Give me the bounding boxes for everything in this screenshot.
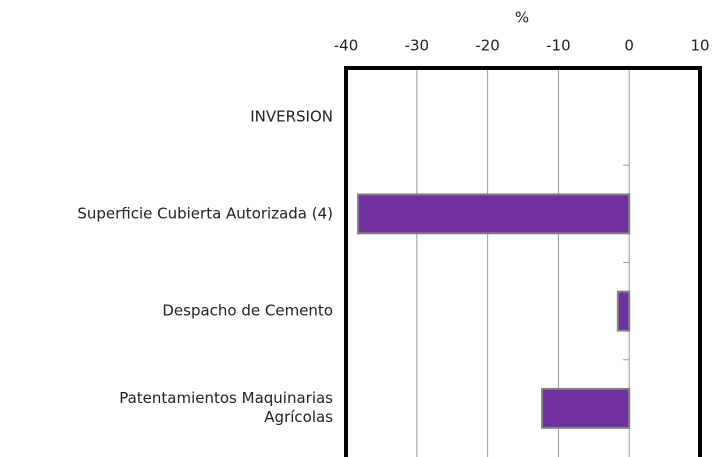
bar — [541, 387, 631, 429]
x-tick-label: 10 — [690, 37, 709, 55]
y-tick-label: Despacho de Cemento — [162, 301, 333, 320]
y-tick-label: Superficie Cubierta Autorizada (4) — [77, 204, 333, 223]
plot-frame — [344, 66, 702, 457]
x-tick-label: -30 — [405, 37, 430, 55]
bar — [616, 290, 631, 332]
x-tick-label: -40 — [334, 37, 359, 55]
y-tick-label: Patentamientos Maquinarias Agrícolas — [119, 389, 333, 427]
x-tick-label: -20 — [475, 37, 500, 55]
bar — [357, 193, 631, 235]
x-tick-label: 0 — [624, 37, 634, 55]
x-axis-label: % — [515, 9, 529, 27]
x-tick-label: -10 — [546, 37, 571, 55]
y-tick-label: INVERSION — [250, 107, 333, 126]
